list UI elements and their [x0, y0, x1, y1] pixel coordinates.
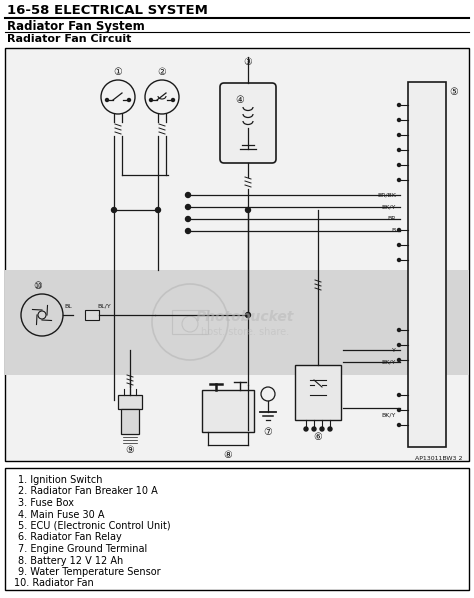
Text: 6. Radiator Fan Relay: 6. Radiator Fan Relay [18, 532, 122, 542]
Text: 8. Battery 12 V 12 Ah: 8. Battery 12 V 12 Ah [18, 556, 123, 566]
Bar [408, 82, 446, 447]
Circle shape [304, 427, 308, 431]
Text: 16-58 ELECTRICAL SYSTEM: 16-58 ELECTRICAL SYSTEM [7, 4, 208, 17]
Text: ⑦: ⑦ [264, 427, 273, 437]
Text: host. store. share.: host. store. share. [201, 327, 289, 337]
Circle shape [106, 99, 109, 102]
Bar [202, 390, 254, 432]
Text: B: B [392, 228, 396, 233]
Bar [5, 270, 469, 375]
Bar [295, 365, 341, 420]
Circle shape [312, 427, 316, 431]
Text: ⑤: ⑤ [450, 87, 458, 97]
Circle shape [398, 408, 401, 411]
Circle shape [398, 148, 401, 151]
Circle shape [155, 208, 161, 212]
Circle shape [128, 99, 130, 102]
Text: 5. ECU (Electronic Control Unit): 5. ECU (Electronic Control Unit) [18, 521, 171, 531]
Text: Y: Y [392, 347, 396, 352]
FancyBboxPatch shape [220, 83, 276, 163]
Text: ④: ④ [236, 95, 245, 105]
Circle shape [185, 193, 191, 197]
Circle shape [149, 99, 153, 102]
Circle shape [185, 228, 191, 233]
Circle shape [398, 133, 401, 136]
Text: 4. Main Fuse 30 A: 4. Main Fuse 30 A [18, 509, 104, 520]
Circle shape [398, 178, 401, 182]
Bar [85, 310, 99, 320]
Text: ③: ③ [244, 57, 252, 67]
Text: 9. Water Temperature Sensor: 9. Water Temperature Sensor [18, 567, 161, 577]
Circle shape [398, 103, 401, 106]
Text: BL/Y: BL/Y [97, 303, 111, 308]
Circle shape [398, 163, 401, 166]
Circle shape [398, 243, 401, 246]
Text: BR: BR [388, 216, 396, 221]
Circle shape [398, 343, 401, 346]
Circle shape [328, 427, 332, 431]
Circle shape [185, 216, 191, 221]
Circle shape [398, 118, 401, 121]
Text: BK/Y: BK/Y [382, 359, 396, 365]
Bar [121, 409, 139, 434]
Text: 1. Ignition Switch: 1. Ignition Switch [18, 475, 102, 485]
Text: Radiator Fan Circuit: Radiator Fan Circuit [7, 34, 131, 44]
Bar [118, 395, 142, 409]
Text: ⑩: ⑩ [34, 281, 42, 291]
Text: AP13011BW3 2: AP13011BW3 2 [416, 456, 463, 461]
Circle shape [320, 427, 324, 431]
Text: 3. Fuse Box: 3. Fuse Box [18, 498, 74, 508]
Circle shape [111, 208, 117, 212]
Text: Radiator Fan System: Radiator Fan System [7, 20, 145, 33]
Bar [5, 468, 469, 590]
Text: BL: BL [64, 304, 72, 309]
Bar [172, 310, 208, 334]
Text: ⑧: ⑧ [224, 450, 232, 460]
Text: BR/BK: BR/BK [377, 193, 396, 197]
Text: ①: ① [114, 67, 122, 77]
Bar [5, 48, 469, 461]
Text: BK/Y: BK/Y [382, 413, 396, 417]
Circle shape [398, 358, 401, 362]
Circle shape [398, 393, 401, 396]
Circle shape [398, 258, 401, 261]
Circle shape [246, 313, 250, 318]
Text: BK/Y: BK/Y [382, 205, 396, 209]
Circle shape [398, 228, 401, 231]
Circle shape [246, 208, 250, 212]
Circle shape [185, 205, 191, 209]
Text: 7. Engine Ground Terminal: 7. Engine Ground Terminal [18, 544, 147, 554]
Text: ⑥: ⑥ [314, 432, 322, 442]
Text: 2. Radiator Fan Breaker 10 A: 2. Radiator Fan Breaker 10 A [18, 487, 158, 496]
Circle shape [398, 328, 401, 331]
Text: ⑨: ⑨ [126, 445, 134, 455]
Text: ②: ② [158, 67, 166, 77]
Circle shape [172, 99, 174, 102]
Text: Photobucket: Photobucket [196, 310, 294, 324]
Text: 10. Radiator Fan: 10. Radiator Fan [14, 578, 94, 588]
Circle shape [398, 423, 401, 426]
